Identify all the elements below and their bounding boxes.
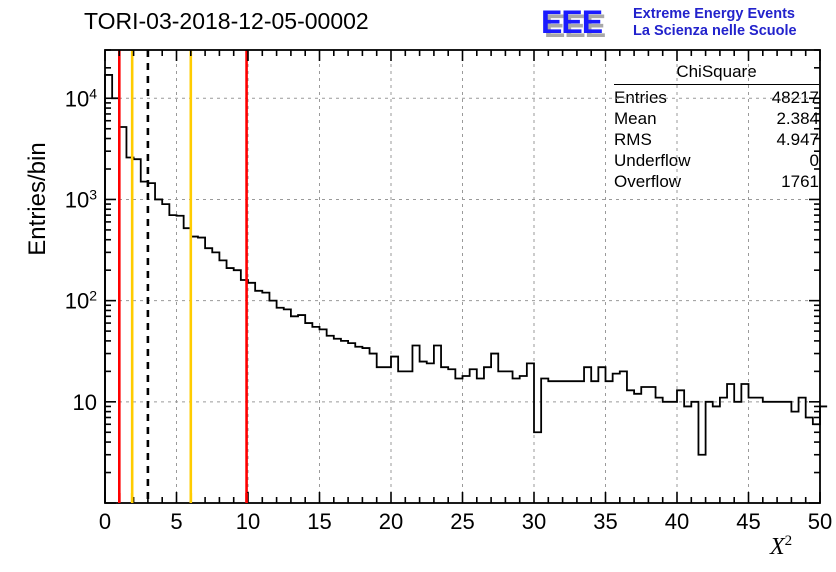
x-axis-label: X2 [770,533,792,561]
stats-row-value: 4.947 [776,130,819,149]
gridlines [105,50,820,503]
stats-title: ChiSquare [676,62,757,81]
x-axis-label-exponent: 2 [784,533,793,549]
stats-row-value: 0 [809,151,819,170]
stats-divider [614,84,819,85]
y-tick-label-exponent: 3 [89,186,97,202]
stats-row-key: Mean [614,109,657,128]
histogram-line [104,74,828,503]
stats-row: Mean 2.384 [614,108,819,129]
x-tick-label: 30 [522,509,546,534]
stats-row-value: 48217 [771,88,819,107]
y-tick-label: 104 [65,85,97,111]
x-tick-label: 45 [736,509,760,534]
y-tick-label: 102 [65,288,97,314]
stats-row-key: Underflow [614,151,691,170]
eee-logo-mark: EEE [541,4,603,40]
y-tick-label-exponent: 4 [89,85,97,101]
x-tick-label: 20 [379,509,403,534]
stats-row-value: 2.384 [776,109,819,128]
stats-row-key: Overflow [614,172,682,191]
stats-row: Entries 48217 [614,87,819,108]
stats-box: ChiSquare Entries 48217 Mean 2.384 RMS 4.947 U… [614,62,819,192]
x-tick-label: 10 [236,509,260,534]
eee-logo-line2: La Scienza nelle Scuole [633,23,797,39]
x-axis-label-text: X [770,534,785,560]
stats-row: RMS 4.947 [614,129,819,150]
y-tick-label-exponent: 2 [89,288,97,304]
x-tick-label: 40 [665,509,689,534]
x-tick-label: 15 [307,509,331,534]
x-tick-label: 35 [593,509,617,534]
x-tick-label: 5 [170,509,182,534]
marker-lines [118,50,248,503]
stats-row-key: Entries [614,88,667,107]
x-tick-label: 50 [808,509,832,534]
y-axis: 10 102 103 104 [65,49,820,504]
stats-row-key: RMS [614,130,652,149]
stats-row-value: 1761 [781,172,819,191]
x-tick-label: 25 [450,509,474,534]
page-title: TORI-03-2018-12-05-00002 [84,8,369,34]
y-tick-label: 103 [65,186,97,212]
stats-rows: Entries 48217 Mean 2.384 RMS 4.947 Underflow 0 O… [614,87,819,192]
stats-row: Underflow 0 [614,150,819,171]
x-axis: 0 5 10 15 20 25 30 35 40 45 50 [99,50,832,534]
eee-logo-line1: Extreme Energy Events [633,6,795,22]
stats-row: Overflow 1761 [614,171,819,192]
x-tick-label: 0 [99,509,111,534]
y-tick-label: 10 [73,390,97,415]
eee-logo: EEE Extreme Energy Events La Scienza nel… [541,4,833,44]
eee-logo-text: Extreme Energy Events La Scienza nelle S… [633,6,797,40]
